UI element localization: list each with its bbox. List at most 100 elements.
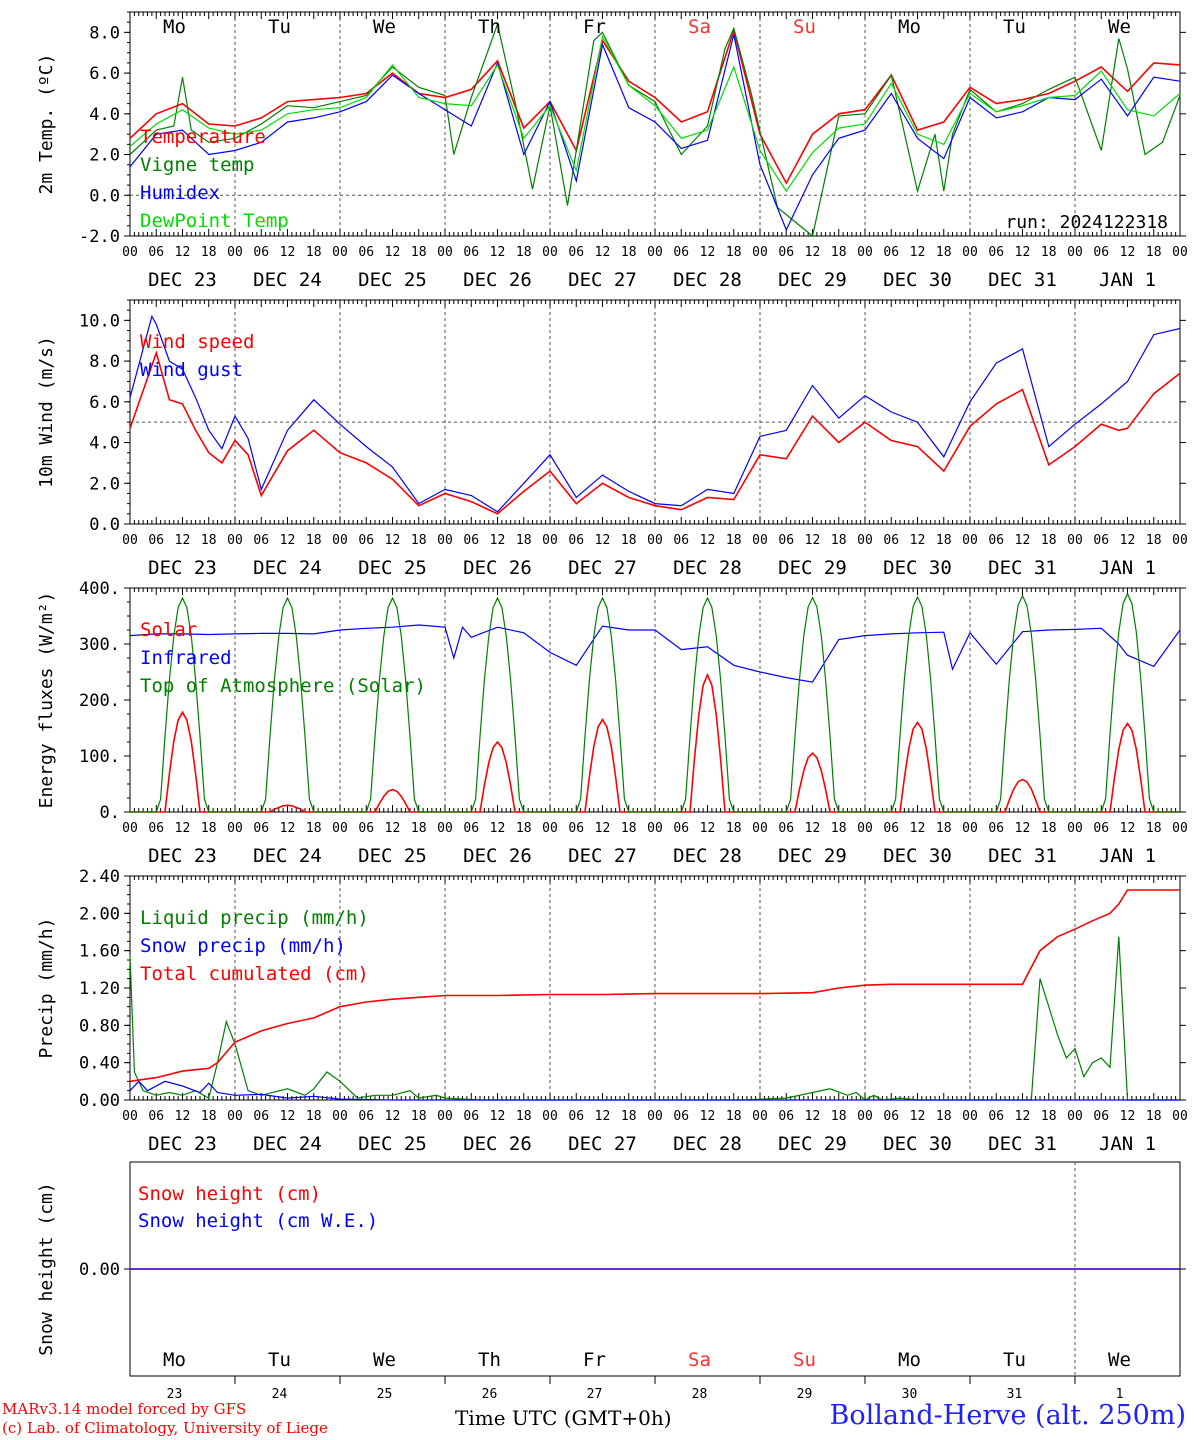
hour-label: 00 bbox=[857, 533, 873, 548]
hour-label: 00 bbox=[647, 245, 663, 260]
hour-label: 12 bbox=[595, 1109, 611, 1124]
hour-label: 06 bbox=[778, 533, 794, 548]
hour-label: 18 bbox=[516, 1109, 532, 1124]
hour-label: 12 bbox=[910, 1109, 926, 1124]
hour-label: 12 bbox=[700, 533, 716, 548]
lab-credit: (c) Lab. of Climatology, University of L… bbox=[2, 1419, 328, 1437]
hour-label: 06 bbox=[1093, 1109, 1109, 1124]
y-axis-label: Precip (mm/h) bbox=[36, 918, 57, 1059]
hour-label: 00 bbox=[542, 245, 558, 260]
y-tick-label: 0.00 bbox=[79, 1260, 120, 1280]
hour-label: 00 bbox=[1067, 245, 1083, 260]
hour-label: 18 bbox=[726, 245, 742, 260]
hour-label: 18 bbox=[411, 245, 427, 260]
hour-label: 18 bbox=[1146, 533, 1162, 548]
hour-label: 06 bbox=[778, 245, 794, 260]
hour-label: 00 bbox=[437, 533, 453, 548]
date-label: DEC 31 bbox=[988, 845, 1057, 867]
hour-label: 00 bbox=[1172, 245, 1188, 260]
hour-label: 18 bbox=[1146, 821, 1162, 836]
hour-label: 12 bbox=[1015, 1109, 1031, 1124]
date-label: DEC 23 bbox=[148, 557, 217, 579]
hour-label: 18 bbox=[306, 1109, 322, 1124]
plot-frame bbox=[129, 587, 1181, 813]
hour-label: 00 bbox=[122, 821, 138, 836]
hour-label: 12 bbox=[805, 1109, 821, 1124]
hour-label: 06 bbox=[988, 1109, 1004, 1124]
date-label: DEC 23 bbox=[148, 845, 217, 867]
y-tick-label: 0.0 bbox=[89, 186, 120, 206]
hour-label: 00 bbox=[1067, 821, 1083, 836]
weekday-label-top: Mo bbox=[898, 16, 921, 38]
date-label: DEC 29 bbox=[778, 1133, 847, 1155]
hour-label: 00 bbox=[752, 821, 768, 836]
hour-label: 18 bbox=[936, 821, 952, 836]
series-line-snow-precip-mm-h- bbox=[129, 1080, 1180, 1101]
hour-label: 18 bbox=[201, 533, 217, 548]
date-label: DEC 31 bbox=[988, 1133, 1057, 1155]
hour-label: 06 bbox=[778, 821, 794, 836]
hour-label: 00 bbox=[1067, 1109, 1083, 1124]
hour-label: 12 bbox=[1120, 533, 1136, 548]
day-number-label: 23 bbox=[167, 1387, 183, 1400]
date-label: JAN 1 bbox=[1099, 557, 1156, 579]
hour-label: 00 bbox=[647, 1109, 663, 1124]
hour-label: 12 bbox=[700, 821, 716, 836]
y-axis-label: 10m Wind (m/s) bbox=[36, 336, 57, 488]
hour-label: 00 bbox=[122, 533, 138, 548]
hour-label: 18 bbox=[1146, 1109, 1162, 1124]
legend-entry: Snow height (cm) bbox=[138, 1183, 321, 1205]
date-label: DEC 29 bbox=[778, 269, 847, 291]
y-tick-label: 0. bbox=[100, 803, 120, 823]
weekday-label-top: Mo bbox=[163, 16, 186, 38]
legend-entry: Top of Atmosphere (Solar) bbox=[140, 675, 426, 697]
station-label: Bolland-Herve (alt. 250m) bbox=[829, 1400, 1186, 1431]
legend-entry: Infrared bbox=[140, 647, 232, 669]
hour-label: 18 bbox=[1041, 533, 1057, 548]
hour-label: 12 bbox=[700, 245, 716, 260]
hour-label: 00 bbox=[962, 1109, 978, 1124]
date-label: JAN 1 bbox=[1099, 845, 1156, 867]
hour-label: 12 bbox=[805, 533, 821, 548]
series-line-dewpoint-temp bbox=[129, 34, 1181, 193]
y-axis-label: 2m Temp. (ºC) bbox=[36, 54, 57, 195]
hour-label: 18 bbox=[411, 1109, 427, 1124]
y-axis-label: Energy fluxes (W/m²) bbox=[36, 592, 57, 809]
weekday-label-bottom: Th bbox=[478, 1349, 501, 1371]
panel-5: 0.00 Snow height (cm) Snow height (cm) Snow… bbox=[36, 1161, 1186, 1377]
hour-label: 18 bbox=[306, 245, 322, 260]
hour-label: 18 bbox=[516, 533, 532, 548]
y-tick-label: 300. bbox=[79, 635, 120, 655]
y-tick-label: 200. bbox=[79, 691, 120, 711]
weekday-label-top: Fr bbox=[583, 16, 606, 38]
y-tick-label: 10.0 bbox=[79, 311, 120, 331]
y-tick-label: 0.80 bbox=[79, 1016, 120, 1036]
y-tick-label: 0.40 bbox=[79, 1054, 120, 1074]
weekday-label-bottom: Sa bbox=[688, 1349, 711, 1371]
panel-4: 0.00 0.40 0.80 1.20 1.60 2.00 2.40 Precip (mm/h… bbox=[36, 867, 1188, 1155]
hour-label: 12 bbox=[700, 1109, 716, 1124]
date-label: DEC 25 bbox=[358, 845, 427, 867]
hour-label: 00 bbox=[1172, 1109, 1188, 1124]
hour-label: 18 bbox=[1146, 245, 1162, 260]
hour-label: 06 bbox=[673, 533, 689, 548]
hour-label: 18 bbox=[726, 821, 742, 836]
weekday-label-top: We bbox=[373, 16, 396, 38]
date-label: DEC 30 bbox=[883, 557, 952, 579]
day-number-label: 31 bbox=[1007, 1387, 1023, 1400]
date-label: DEC 26 bbox=[463, 1133, 532, 1155]
date-label: DEC 26 bbox=[463, 269, 532, 291]
y-tick-label: 0.00 bbox=[79, 1091, 120, 1111]
hour-label: 18 bbox=[726, 1109, 742, 1124]
hour-label: 00 bbox=[857, 245, 873, 260]
hour-label: 12 bbox=[1015, 245, 1031, 260]
y-tick-label: 4.0 bbox=[89, 434, 120, 454]
date-label: DEC 31 bbox=[988, 557, 1057, 579]
weekday-label-bottom: Tu bbox=[268, 1349, 291, 1371]
date-label: DEC 28 bbox=[673, 1133, 742, 1155]
day-number-label: 26 bbox=[482, 1387, 498, 1400]
weekday-label-top: Sa bbox=[688, 16, 711, 38]
y-tick-label: 8.0 bbox=[89, 352, 120, 372]
hour-label: 18 bbox=[306, 533, 322, 548]
hour-label: 06 bbox=[463, 821, 479, 836]
